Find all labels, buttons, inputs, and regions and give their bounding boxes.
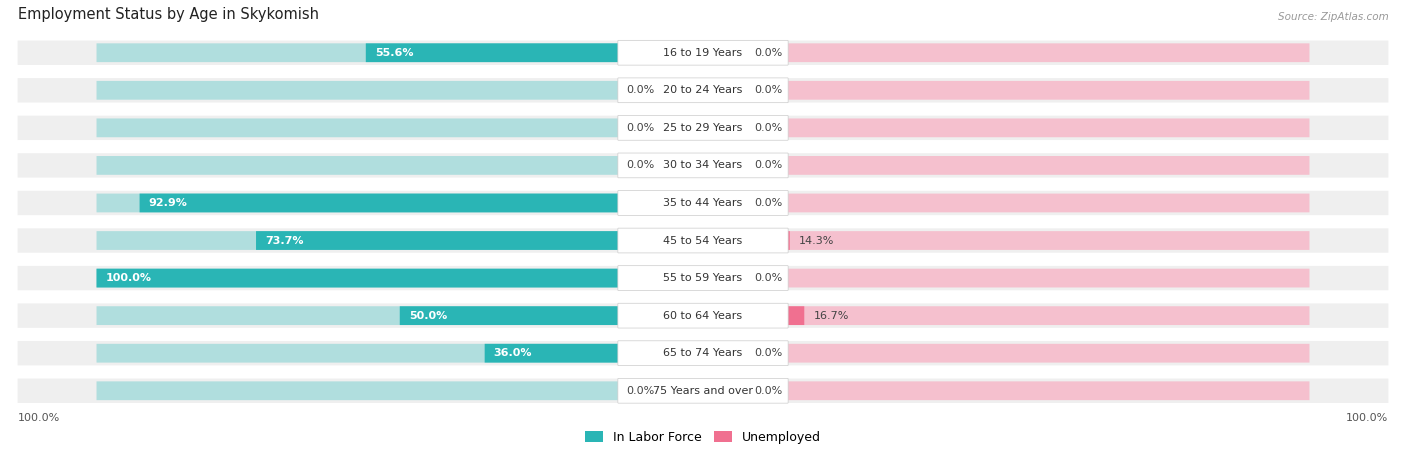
Text: Employment Status by Age in Skykomish: Employment Status by Age in Skykomish [18,7,319,22]
FancyBboxPatch shape [703,231,1309,250]
FancyBboxPatch shape [703,306,804,325]
Text: 65 to 74 Years: 65 to 74 Years [664,348,742,358]
FancyBboxPatch shape [485,344,703,363]
FancyBboxPatch shape [703,194,1309,212]
FancyBboxPatch shape [703,269,1309,288]
Text: 60 to 64 Years: 60 to 64 Years [664,310,742,321]
Text: 55.6%: 55.6% [375,48,413,58]
FancyBboxPatch shape [703,81,1309,100]
Text: 73.7%: 73.7% [266,235,304,246]
Text: 50.0%: 50.0% [409,310,447,321]
FancyBboxPatch shape [97,194,703,212]
FancyBboxPatch shape [703,344,1309,363]
FancyBboxPatch shape [18,341,1388,365]
FancyBboxPatch shape [18,191,1388,215]
FancyBboxPatch shape [703,118,1309,137]
FancyBboxPatch shape [703,381,745,400]
FancyBboxPatch shape [617,153,789,178]
Text: 0.0%: 0.0% [755,123,783,133]
FancyBboxPatch shape [97,156,703,175]
FancyBboxPatch shape [703,306,1309,325]
Text: 100.0%: 100.0% [1346,414,1388,423]
FancyBboxPatch shape [97,344,703,363]
FancyBboxPatch shape [617,228,789,253]
FancyBboxPatch shape [617,40,789,65]
Text: 0.0%: 0.0% [626,386,654,396]
FancyBboxPatch shape [18,266,1388,290]
FancyBboxPatch shape [399,306,703,325]
FancyBboxPatch shape [97,381,703,400]
Legend: In Labor Force, Unemployed: In Labor Force, Unemployed [581,426,825,449]
FancyBboxPatch shape [617,266,789,291]
Text: 45 to 54 Years: 45 to 54 Years [664,235,742,246]
FancyBboxPatch shape [18,378,1388,403]
FancyBboxPatch shape [97,81,703,100]
FancyBboxPatch shape [97,269,703,288]
FancyBboxPatch shape [18,303,1388,328]
FancyBboxPatch shape [661,156,703,175]
FancyBboxPatch shape [18,116,1388,140]
FancyBboxPatch shape [97,43,703,62]
Text: 100.0%: 100.0% [18,414,60,423]
FancyBboxPatch shape [97,231,703,250]
Text: 0.0%: 0.0% [755,348,783,358]
FancyBboxPatch shape [18,40,1388,65]
FancyBboxPatch shape [97,269,703,288]
FancyBboxPatch shape [617,378,789,403]
FancyBboxPatch shape [256,231,703,250]
Text: Source: ZipAtlas.com: Source: ZipAtlas.com [1278,12,1388,22]
FancyBboxPatch shape [617,303,789,328]
Text: 92.9%: 92.9% [149,198,187,208]
Text: 0.0%: 0.0% [755,273,783,283]
FancyBboxPatch shape [661,81,703,100]
Text: 20 to 24 Years: 20 to 24 Years [664,86,742,95]
Text: 35 to 44 Years: 35 to 44 Years [664,198,742,208]
Text: 0.0%: 0.0% [755,160,783,171]
Text: 55 to 59 Years: 55 to 59 Years [664,273,742,283]
FancyBboxPatch shape [703,118,745,137]
Text: 0.0%: 0.0% [755,86,783,95]
Text: 0.0%: 0.0% [755,386,783,396]
FancyBboxPatch shape [18,153,1388,178]
FancyBboxPatch shape [703,269,745,288]
FancyBboxPatch shape [97,306,703,325]
FancyBboxPatch shape [18,78,1388,103]
Text: 0.0%: 0.0% [626,160,654,171]
FancyBboxPatch shape [139,194,703,212]
FancyBboxPatch shape [18,228,1388,253]
FancyBboxPatch shape [703,156,745,175]
Text: 100.0%: 100.0% [105,273,152,283]
FancyBboxPatch shape [703,344,745,363]
FancyBboxPatch shape [617,78,789,103]
Text: 75 Years and over: 75 Years and over [652,386,754,396]
Text: 25 to 29 Years: 25 to 29 Years [664,123,742,133]
Text: 36.0%: 36.0% [494,348,533,358]
FancyBboxPatch shape [703,43,745,62]
Text: 0.0%: 0.0% [626,86,654,95]
FancyBboxPatch shape [703,43,1309,62]
FancyBboxPatch shape [703,231,790,250]
Text: 0.0%: 0.0% [755,48,783,58]
FancyBboxPatch shape [97,118,703,137]
FancyBboxPatch shape [617,341,789,365]
FancyBboxPatch shape [617,116,789,140]
FancyBboxPatch shape [703,81,745,100]
FancyBboxPatch shape [661,381,703,400]
Text: 30 to 34 Years: 30 to 34 Years [664,160,742,171]
Text: 0.0%: 0.0% [626,123,654,133]
FancyBboxPatch shape [617,190,789,216]
Text: 16.7%: 16.7% [814,310,849,321]
FancyBboxPatch shape [703,381,1309,400]
FancyBboxPatch shape [366,43,703,62]
FancyBboxPatch shape [703,156,1309,175]
Text: 14.3%: 14.3% [799,235,834,246]
FancyBboxPatch shape [703,194,745,212]
FancyBboxPatch shape [661,118,703,137]
Text: 0.0%: 0.0% [755,198,783,208]
Text: 16 to 19 Years: 16 to 19 Years [664,48,742,58]
